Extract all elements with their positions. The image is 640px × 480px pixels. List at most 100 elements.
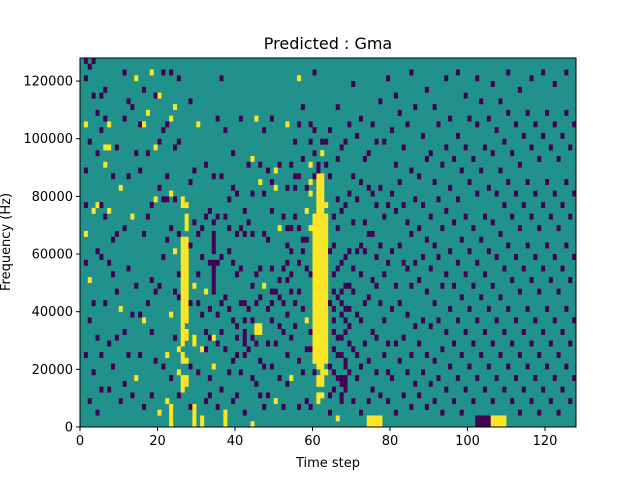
heatmap-cell <box>142 121 147 128</box>
heatmap-cell <box>514 317 519 324</box>
heatmap-cell <box>312 173 317 180</box>
heatmap-cell <box>211 277 216 284</box>
heatmap-cell <box>169 69 174 76</box>
heatmap-cell <box>277 375 282 382</box>
heatmap-cell <box>444 271 449 278</box>
heatmap-cell <box>134 75 139 82</box>
heatmap-cell <box>351 81 356 87</box>
heatmap-cell <box>320 259 325 266</box>
heatmap-cell <box>517 352 522 358</box>
heatmap-cell <box>254 380 259 387</box>
heatmap-cell <box>444 386 449 393</box>
heatmap-cell <box>180 282 185 289</box>
heatmap-cell <box>180 305 185 312</box>
heatmap-cell <box>204 213 209 220</box>
heatmap-cell <box>130 311 135 318</box>
heatmap-cell <box>324 259 329 266</box>
heatmap-cell <box>184 254 189 260</box>
heatmap-cell <box>180 380 185 387</box>
heatmap-cell <box>316 242 321 249</box>
heatmap-cell <box>320 213 325 220</box>
heatmap-cell <box>87 277 92 284</box>
heatmap-cell <box>444 144 449 151</box>
heatmap-cell <box>95 109 100 116</box>
heatmap-cell <box>87 138 92 145</box>
heatmap-cell <box>320 225 325 232</box>
heatmap-cell <box>343 254 348 260</box>
heatmap-cell <box>324 138 329 145</box>
heatmap-cell <box>204 161 209 168</box>
heatmap-cell <box>335 196 340 203</box>
heatmap-cell <box>188 179 193 185</box>
heatmap-cell <box>258 357 263 364</box>
heatmap-cell <box>269 288 274 295</box>
heatmap-cell <box>273 184 278 191</box>
heatmap-cell <box>312 369 317 376</box>
heatmap-cell <box>324 300 329 307</box>
y-tick-label: 0 <box>65 421 73 436</box>
heatmap-cell <box>502 138 507 145</box>
heatmap-cell <box>180 277 185 284</box>
heatmap-cell <box>258 392 263 399</box>
heatmap-cell <box>448 305 453 312</box>
heatmap-cell <box>320 265 325 272</box>
heatmap-cell <box>432 104 437 111</box>
heatmap-cell <box>320 346 325 353</box>
heatmap-cell <box>285 242 290 249</box>
heatmap-cell <box>525 179 530 185</box>
heatmap-cell <box>312 317 317 324</box>
heatmap-cell <box>184 282 189 289</box>
heatmap-cell <box>475 75 480 82</box>
heatmap-cell <box>91 300 96 307</box>
heatmap-cell <box>324 311 329 318</box>
heatmap-cell <box>417 392 422 399</box>
heatmap-cell <box>308 179 313 185</box>
heatmap-cell <box>254 300 259 307</box>
heatmap-cell <box>529 398 534 405</box>
heatmap-cell <box>459 167 464 174</box>
heatmap-cell <box>184 375 189 382</box>
x-tick-label: 80 <box>382 434 399 449</box>
heatmap-cell <box>545 242 550 249</box>
heatmap-cell <box>424 86 429 93</box>
x-tick-label: 20 <box>149 434 166 449</box>
heatmap-cell <box>231 259 236 266</box>
heatmap-cell <box>180 259 185 266</box>
heatmap-cell <box>564 69 569 76</box>
heatmap-cell <box>211 259 216 266</box>
heatmap-cell <box>297 173 302 180</box>
heatmap-cell <box>517 161 522 168</box>
heatmap-cell <box>169 225 174 232</box>
heatmap-cell <box>320 202 325 209</box>
heatmap-cell <box>568 144 573 151</box>
heatmap-cell <box>320 340 325 347</box>
heatmap-cell <box>312 127 317 134</box>
heatmap-cell <box>335 104 340 111</box>
heatmap-cell <box>316 271 321 278</box>
heatmap-cell <box>347 369 352 376</box>
heatmap-cell <box>289 248 294 255</box>
heatmap-cell <box>494 375 499 382</box>
heatmap-cell <box>300 156 305 162</box>
heatmap-cell <box>417 173 422 180</box>
heatmap-cell <box>316 167 321 174</box>
heatmap-cell <box>351 346 356 353</box>
heatmap-cell <box>192 167 197 174</box>
heatmap-cell <box>184 236 189 243</box>
heatmap-cell <box>231 357 236 364</box>
heatmap-cell <box>316 346 321 353</box>
heatmap-cell <box>370 386 375 393</box>
heatmap-cell <box>126 173 131 180</box>
heatmap-cell <box>490 219 495 226</box>
heatmap-cell <box>324 219 329 226</box>
heatmap-cell <box>312 311 317 318</box>
x-axis-label: Time step <box>295 456 360 471</box>
heatmap-cell <box>417 340 422 347</box>
heatmap-cell <box>390 127 395 134</box>
heatmap-cell <box>211 271 216 278</box>
heatmap-cell <box>169 403 174 410</box>
y-tick-label: 120000 <box>23 75 73 90</box>
heatmap-cell <box>452 219 457 226</box>
heatmap-cell <box>196 300 201 307</box>
heatmap-cell <box>204 346 209 353</box>
